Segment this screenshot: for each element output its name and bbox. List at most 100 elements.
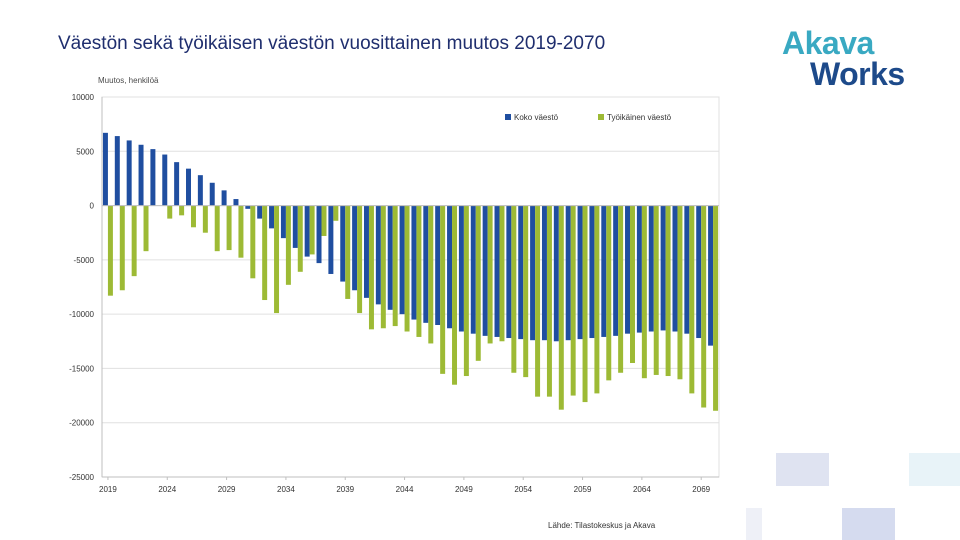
bar-tyoikainen-vaesto: [250, 205, 256, 279]
bar-koko-vaesto: [269, 205, 275, 229]
bar-tyoikainen-vaesto: [523, 205, 529, 378]
bar-koko-vaesto: [530, 205, 536, 341]
x-tick-label: 2024: [158, 485, 176, 494]
bar-koko-vaesto: [577, 205, 583, 340]
bar-koko-vaesto: [672, 205, 678, 332]
bar-koko-vaesto: [423, 205, 429, 323]
y-tick-label: -5000: [74, 256, 95, 265]
bar-koko-vaesto: [648, 205, 654, 332]
bar-koko-vaesto: [126, 140, 132, 206]
bar-tyoikainen-vaesto: [677, 205, 683, 380]
y-tick-label: -15000: [69, 364, 94, 373]
bar-koko-vaesto: [601, 205, 607, 337]
bar-koko-vaesto: [316, 205, 322, 264]
legend-label: Koko väestö: [514, 113, 559, 122]
bar-tyoikainen-vaesto: [226, 205, 232, 251]
legend-swatch: [505, 114, 511, 120]
bar-tyoikainen-vaesto: [297, 205, 303, 272]
bar-koko-vaesto: [162, 154, 168, 206]
akava-works-logo: Akava Works: [782, 27, 905, 92]
bar-koko-vaesto: [221, 190, 227, 206]
bar-koko-vaesto: [138, 144, 144, 206]
x-tick-label: 2039: [336, 485, 354, 494]
bar-koko-vaesto: [352, 205, 358, 291]
bar-tyoikainen-vaesto: [630, 205, 635, 363]
bar-koko-vaesto: [340, 205, 346, 282]
bar-koko-vaesto: [257, 205, 263, 219]
bar-tyoikainen-vaesto: [701, 205, 707, 408]
bar-tyoikainen-vaesto: [558, 205, 564, 410]
y-tick-label: -20000: [69, 419, 94, 428]
bar-tyoikainen-vaesto: [357, 205, 363, 314]
bar-tyoikainen-vaesto: [665, 205, 671, 377]
bar-koko-vaesto: [470, 205, 476, 334]
bar-koko-vaesto: [541, 205, 547, 341]
y-tick-label: -10000: [69, 310, 94, 319]
y-tick-label: 10000: [72, 93, 95, 102]
x-tick-label: 2029: [218, 485, 236, 494]
bar-tyoikainen-vaesto: [511, 205, 517, 373]
bar-koko-vaesto: [114, 136, 120, 206]
bar-tyoikainen-vaesto: [107, 205, 113, 296]
bar-koko-vaesto: [197, 175, 203, 206]
decor-square-3: [842, 508, 895, 540]
bar-koko-vaesto: [482, 205, 488, 336]
x-tick-label: 2054: [514, 485, 532, 494]
bar-tyoikainen-vaesto: [333, 205, 339, 221]
axes: 10000 5000 0 -5000 -10000 -15000 -20000 -25000 2…: [69, 93, 719, 494]
bar-tyoikainen-vaesto: [713, 205, 719, 411]
bar-tyoikainen-vaesto: [606, 205, 612, 381]
bar-koko-vaesto: [494, 205, 500, 337]
bar-tyoikainen-vaesto: [167, 205, 173, 219]
bar-tyoikainen-vaesto: [416, 205, 422, 337]
decor-square-4: [746, 508, 762, 540]
bar-tyoikainen-vaesto: [190, 205, 196, 228]
y-axis-label: Muutos, henkilöä: [98, 76, 159, 85]
bar-koko-vaesto: [684, 205, 690, 334]
bar-koko-vaesto: [304, 205, 310, 257]
bar-tyoikainen-vaesto: [119, 205, 125, 291]
bar-tyoikainen-vaesto: [582, 205, 588, 403]
x-tick-label: 2059: [574, 485, 592, 494]
bar-koko-vaesto: [613, 205, 619, 336]
bar-tyoikainen-vaesto: [404, 205, 410, 332]
bar-koko-vaesto: [387, 205, 393, 310]
bar-tyoikainen-vaesto: [214, 205, 220, 252]
decor-square-2: [909, 453, 960, 486]
logo-text-works: Works: [810, 56, 905, 92]
bar-koko-vaesto: [280, 205, 286, 239]
legend-label: Työikäinen väestö: [607, 113, 672, 122]
bar-tyoikainen-vaesto: [546, 205, 552, 397]
bar-koko-vaesto: [506, 205, 512, 339]
bar-tyoikainen-vaesto: [594, 205, 600, 394]
bar-tyoikainen-vaesto: [689, 205, 695, 394]
bar-koko-vaesto: [458, 205, 464, 332]
bar-tyoikainen-vaesto: [392, 205, 398, 327]
bar-koko-vaesto: [636, 205, 642, 333]
bar-tyoikainen-vaesto: [487, 205, 493, 344]
bar-tyoikainen-vaesto: [428, 205, 434, 344]
bar-tyoikainen-vaesto: [274, 205, 280, 314]
bar-koko-vaesto: [565, 205, 571, 341]
bar-tyoikainen-vaesto: [653, 205, 659, 375]
bar-tyoikainen-vaesto: [499, 205, 505, 342]
bar-tyoikainen-vaesto: [463, 205, 469, 377]
bar-koko-vaesto: [174, 162, 180, 206]
bar-koko-vaesto: [328, 205, 334, 274]
bar-tyoikainen-vaesto: [452, 205, 458, 385]
bar-tyoikainen-vaesto: [368, 205, 374, 330]
bar-series: [102, 132, 719, 411]
bar-tyoikainen-vaesto: [641, 205, 647, 379]
bar-tyoikainen-vaesto: [285, 205, 291, 285]
x-tick-label: 2019: [99, 485, 117, 494]
bar-koko-vaesto: [447, 205, 453, 329]
bar-koko-vaesto: [625, 205, 631, 334]
bar-koko-vaesto: [518, 205, 524, 340]
bar-koko-vaesto: [186, 168, 191, 206]
y-tick-label: -25000: [69, 473, 94, 482]
legend: Koko väestö Työikäinen väestö: [505, 113, 672, 122]
bar-koko-vaesto: [589, 205, 595, 339]
bar-koko-vaesto: [150, 149, 156, 206]
page-title: Väestön sekä työikäisen väestön vuositta…: [58, 33, 606, 54]
bar-tyoikainen-vaesto: [143, 205, 149, 252]
